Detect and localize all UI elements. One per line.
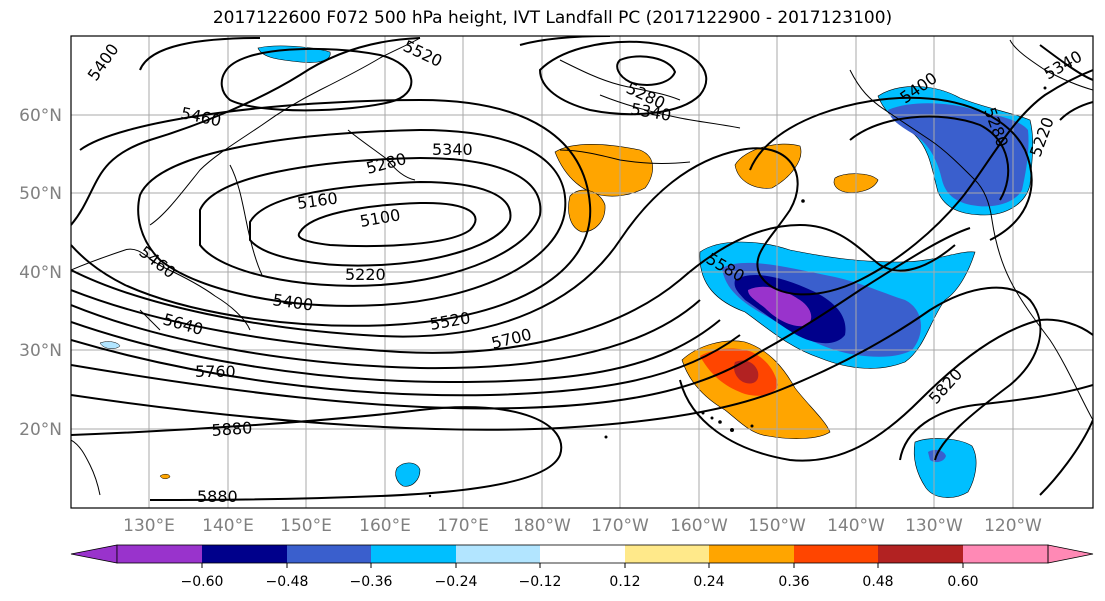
longitude-labels: 130°E 140°E 150°E 160°E 170°E 180°W 170°…	[123, 516, 1042, 536]
latitude-labels: 60°N 50°N 40°N 30°N 20°N	[19, 106, 62, 440]
lat-label: 60°N	[19, 106, 62, 126]
colorbar-segment	[540, 545, 625, 563]
colorbar-tick-label: 0.36	[778, 574, 809, 590]
colorbar-segment	[202, 545, 287, 563]
lon-label: 160°W	[670, 516, 728, 536]
lon-label: 170°W	[591, 516, 649, 536]
lat-label: 50°N	[19, 184, 62, 204]
colorbar-segment	[371, 545, 456, 563]
contour-label: 5880	[197, 487, 238, 506]
colorbar-tick-label: 0.12	[609, 574, 640, 590]
lat-label: 40°N	[19, 263, 62, 283]
lat-label: 20°N	[19, 420, 62, 440]
colorbar-segment	[287, 545, 371, 563]
colorbar-tick-label: −0.12	[519, 574, 562, 590]
colorbar-segment	[963, 545, 1048, 563]
colorbar-segment	[117, 545, 202, 563]
contour-label: 5340	[432, 140, 473, 159]
colorbar-tick-label: 0.60	[947, 574, 978, 590]
lon-label: 160°E	[359, 516, 411, 536]
colorbar: −0.60 −0.48 −0.36 −0.24 −0.12 0.12 0.24 …	[70, 544, 1094, 590]
colorbar-tick-label: −0.48	[266, 574, 309, 590]
ivt-positive-shading	[159, 143, 879, 480]
colorbar-tick-label: −0.36	[350, 574, 393, 590]
ivt-negative-shading	[99, 45, 1034, 498]
lon-label: 140°E	[202, 516, 254, 536]
contour-label: 5760	[195, 362, 236, 381]
map-title: 2017122600 F072 500 hPa height, IVT Land…	[212, 8, 893, 28]
contour-label: 5220	[345, 265, 386, 284]
colorbar-ticks	[201, 563, 964, 568]
islands	[428, 86, 1047, 498]
colorbar-segment	[878, 545, 963, 563]
colorbar-segment	[794, 545, 878, 563]
lon-label: 130°E	[123, 516, 175, 536]
colorbar-tick-label: 0.48	[862, 574, 893, 590]
lon-label: 140°W	[827, 516, 885, 536]
map-border	[70, 35, 1094, 509]
colorbar-segment	[709, 545, 794, 563]
colorbar-tick-label: −0.60	[181, 574, 224, 590]
colorbar-tick-label: −0.24	[435, 574, 478, 590]
lon-label: 130°W	[905, 516, 963, 536]
lat-label: 30°N	[19, 341, 62, 361]
colorbar-segment	[625, 545, 709, 563]
colorbar-extend-right	[1047, 544, 1094, 564]
lon-label: 170°E	[437, 516, 489, 536]
lon-label: 180°W	[513, 516, 571, 536]
colorbar-tick-label: 0.24	[693, 574, 724, 590]
contour-label: 5880	[211, 418, 253, 440]
height-contours	[71, 36, 1093, 501]
colorbar-segment	[456, 545, 540, 563]
lon-label: 150°W	[748, 516, 806, 536]
colorbar-extend-left	[70, 544, 118, 564]
lon-label: 150°E	[280, 516, 332, 536]
lon-label: 120°W	[984, 516, 1042, 536]
